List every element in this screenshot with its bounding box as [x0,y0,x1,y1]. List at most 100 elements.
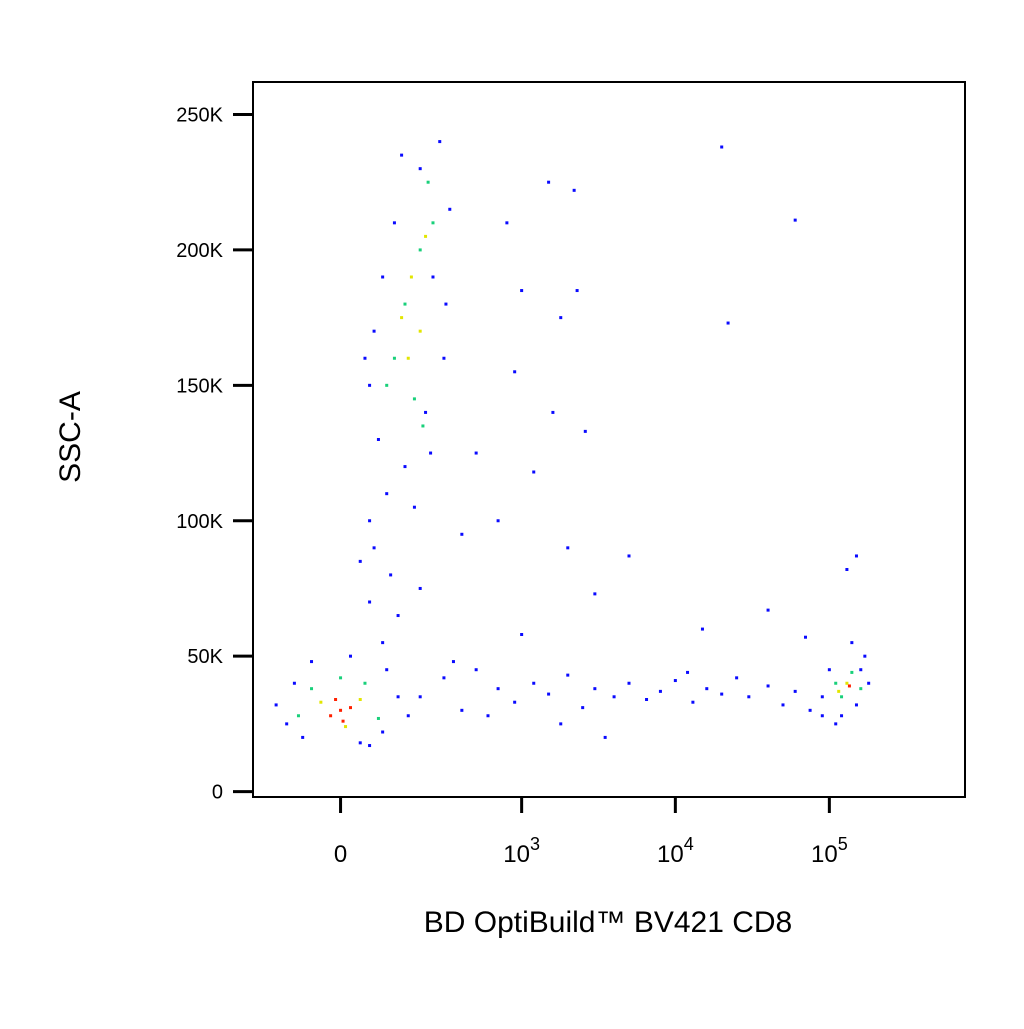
point [396,614,400,618]
point [426,180,430,184]
point [444,302,448,306]
point [863,654,867,658]
point [438,140,442,144]
point [837,689,841,693]
point [339,676,343,680]
point [854,554,858,558]
point [409,275,413,279]
point [274,703,278,707]
point [720,145,724,149]
point [421,424,425,428]
point [505,221,509,225]
point [847,684,851,688]
x-tick-label: 104 [657,834,694,868]
point [627,681,631,685]
point [431,275,435,279]
point [593,687,597,691]
point [301,735,305,739]
point [766,608,770,612]
point [834,722,838,726]
point [376,438,380,441]
point [850,641,854,645]
point [400,153,404,157]
point [766,684,770,688]
point [431,221,435,225]
point [448,207,452,211]
point [412,397,416,401]
point [854,703,858,707]
point [429,451,433,455]
point [368,600,372,604]
point [385,668,389,672]
point [496,687,500,691]
point [385,383,389,387]
point [532,681,536,685]
point [381,641,385,645]
point [418,586,422,590]
x-tick-label: 105 [811,834,848,868]
point [460,708,464,712]
point [559,722,563,726]
point [334,698,338,701]
point [418,695,422,699]
point [720,692,724,696]
point [403,302,407,306]
point [451,660,455,664]
point [372,546,376,550]
point [803,635,807,639]
point [358,559,362,563]
point [496,519,500,523]
y-tick-label: 150K [176,375,223,397]
point [850,670,854,674]
point [781,703,785,707]
point [575,289,579,293]
point [392,356,396,360]
point [581,706,585,710]
point [513,370,517,374]
tick-base: 10 [657,841,684,868]
point [627,554,631,558]
point [424,410,428,414]
point [474,668,478,672]
point [700,627,704,631]
point [418,329,422,333]
point [368,519,372,523]
point [310,660,314,664]
point [820,695,824,699]
point [705,687,709,691]
point [396,695,400,699]
point [559,316,563,320]
point [808,708,812,712]
point [859,668,863,672]
point [474,451,478,455]
point [376,716,380,720]
point [296,714,300,718]
y-tick-label: 0 [212,782,223,804]
point [840,695,844,699]
point [547,692,551,696]
point [726,321,730,325]
point [566,673,570,677]
point [686,670,690,674]
tick-exponent: 3 [530,834,540,854]
point [583,429,587,433]
plot-frame [252,81,966,798]
point [418,167,422,171]
point [691,700,695,704]
y-tick-label: 100K [176,511,223,533]
point [520,633,524,636]
point [513,700,517,704]
point [566,546,570,550]
point [547,180,551,184]
point [834,681,838,685]
point [551,410,555,414]
point [358,741,362,745]
point [403,465,407,469]
point [418,248,422,252]
point [381,275,385,279]
point [285,722,289,726]
point [341,719,345,723]
point [400,316,404,320]
point [385,492,389,496]
